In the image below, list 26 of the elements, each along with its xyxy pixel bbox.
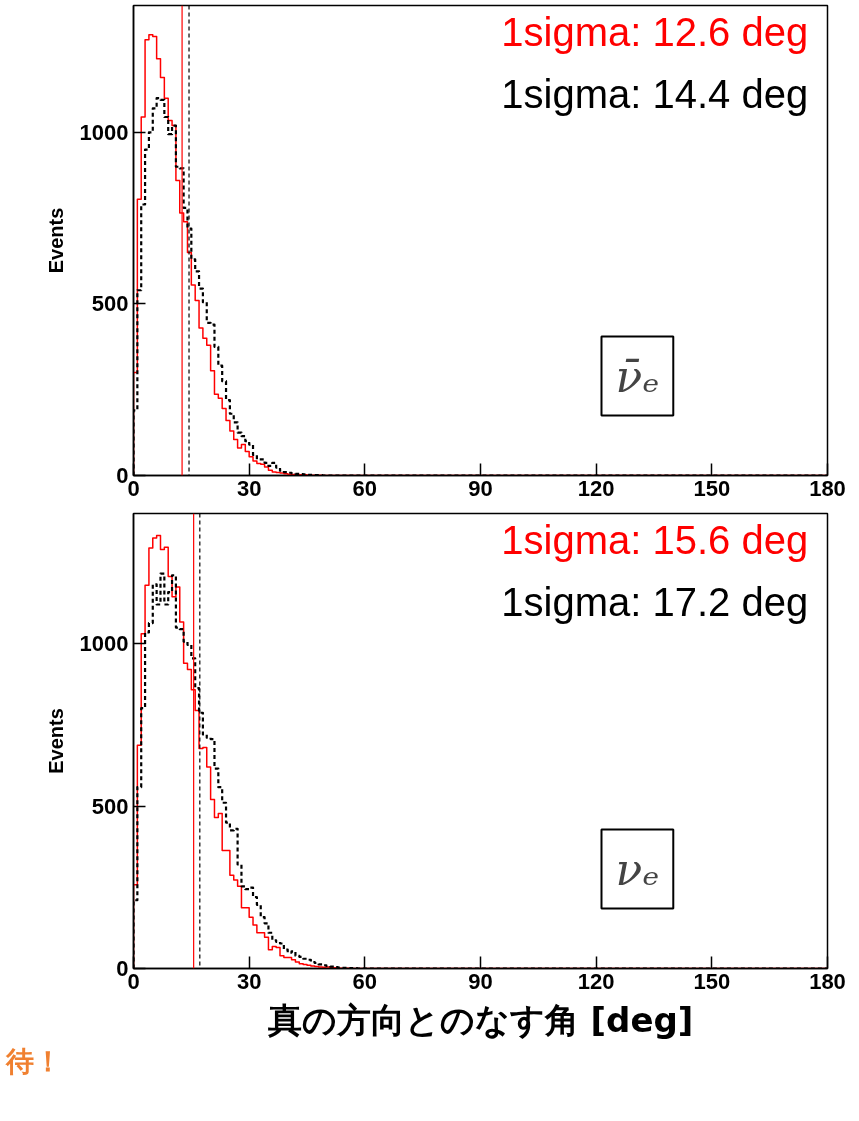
annotation: ν̄ₑ	[615, 350, 660, 402]
y-tick-label: 1000	[79, 119, 129, 145]
ref-line-label: 1sigma: 14.4 deg	[501, 71, 809, 116]
y-tick-label: 1000	[79, 631, 129, 656]
x-tick-label: 90	[468, 968, 493, 994]
x-axis-title: 真の方向とのなす角 [deg]	[266, 999, 694, 1040]
y-tick-label: 500	[91, 291, 129, 317]
x-tick-label: 60	[352, 475, 378, 501]
x-tick-label: 90	[468, 475, 493, 501]
x-tick-label: 120	[577, 475, 615, 501]
x-tick-label: 30	[236, 475, 262, 501]
x-tick-label: 180	[809, 968, 846, 994]
annotation: νₑ	[615, 843, 660, 895]
y-tick-label: 500	[91, 793, 129, 819]
x-tick-label: 30	[236, 968, 262, 994]
x-tick-label: 150	[693, 475, 731, 501]
x-tick-label: 150	[693, 968, 731, 994]
x-tick-label: 60	[352, 968, 378, 994]
y-axis-title: Events	[44, 708, 67, 774]
x-tick-label: 120	[577, 968, 615, 994]
ref-line-label: 1sigma: 15.6 deg	[501, 517, 809, 562]
y-axis-title: Events	[44, 207, 67, 274]
x-tick-label: 180	[809, 475, 846, 501]
text: 待！	[4, 1044, 62, 1078]
ref-line-label: 1sigma: 12.6 deg	[501, 9, 809, 54]
ref-line-label: 1sigma: 17.2 deg	[501, 579, 809, 624]
